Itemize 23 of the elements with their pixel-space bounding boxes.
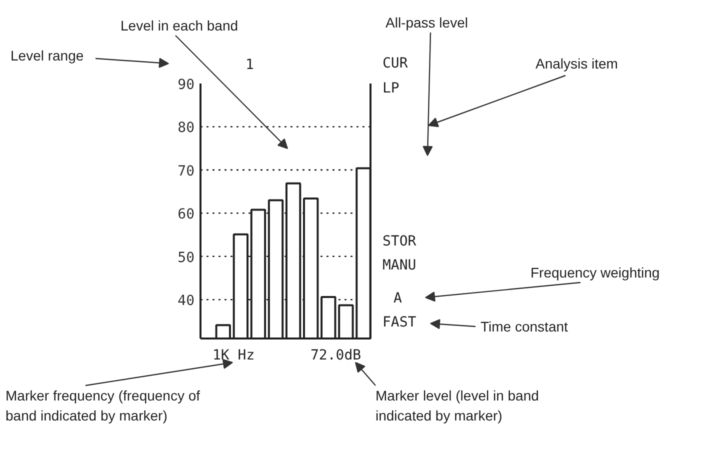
text: All-pass level — [386, 14, 468, 30]
text: FAST — [382, 314, 417, 330]
y-tick-label: 60 — [178, 206, 194, 223]
text: Level range — [10, 48, 84, 64]
text: 1 — [246, 57, 254, 73]
text: MANU — [382, 258, 416, 274]
text: Frequency weighting — [530, 264, 660, 280]
text: 72.0dB — [310, 348, 362, 364]
text: Analysis item — [536, 56, 618, 72]
y-tick-label: 90 — [178, 77, 194, 93]
text: STOR — [382, 234, 417, 250]
text: LP — [382, 80, 400, 96]
text: Time constant — [480, 318, 568, 334]
text: Marker frequency (frequency of band indicated by marker) — [6, 388, 200, 424]
text: Level in each band — [120, 18, 238, 34]
y-tick-label: 50 — [178, 250, 194, 266]
text: Marker level (level in band indicated by marker) — [376, 388, 539, 424]
y-tick-label: 80 — [178, 120, 194, 136]
y-tick-label: 70 — [178, 163, 194, 180]
text: CUR — [382, 56, 408, 72]
text: A — [394, 290, 402, 306]
y-tick-label: 40 — [178, 293, 194, 310]
text: 1K Hz — [212, 348, 255, 364]
